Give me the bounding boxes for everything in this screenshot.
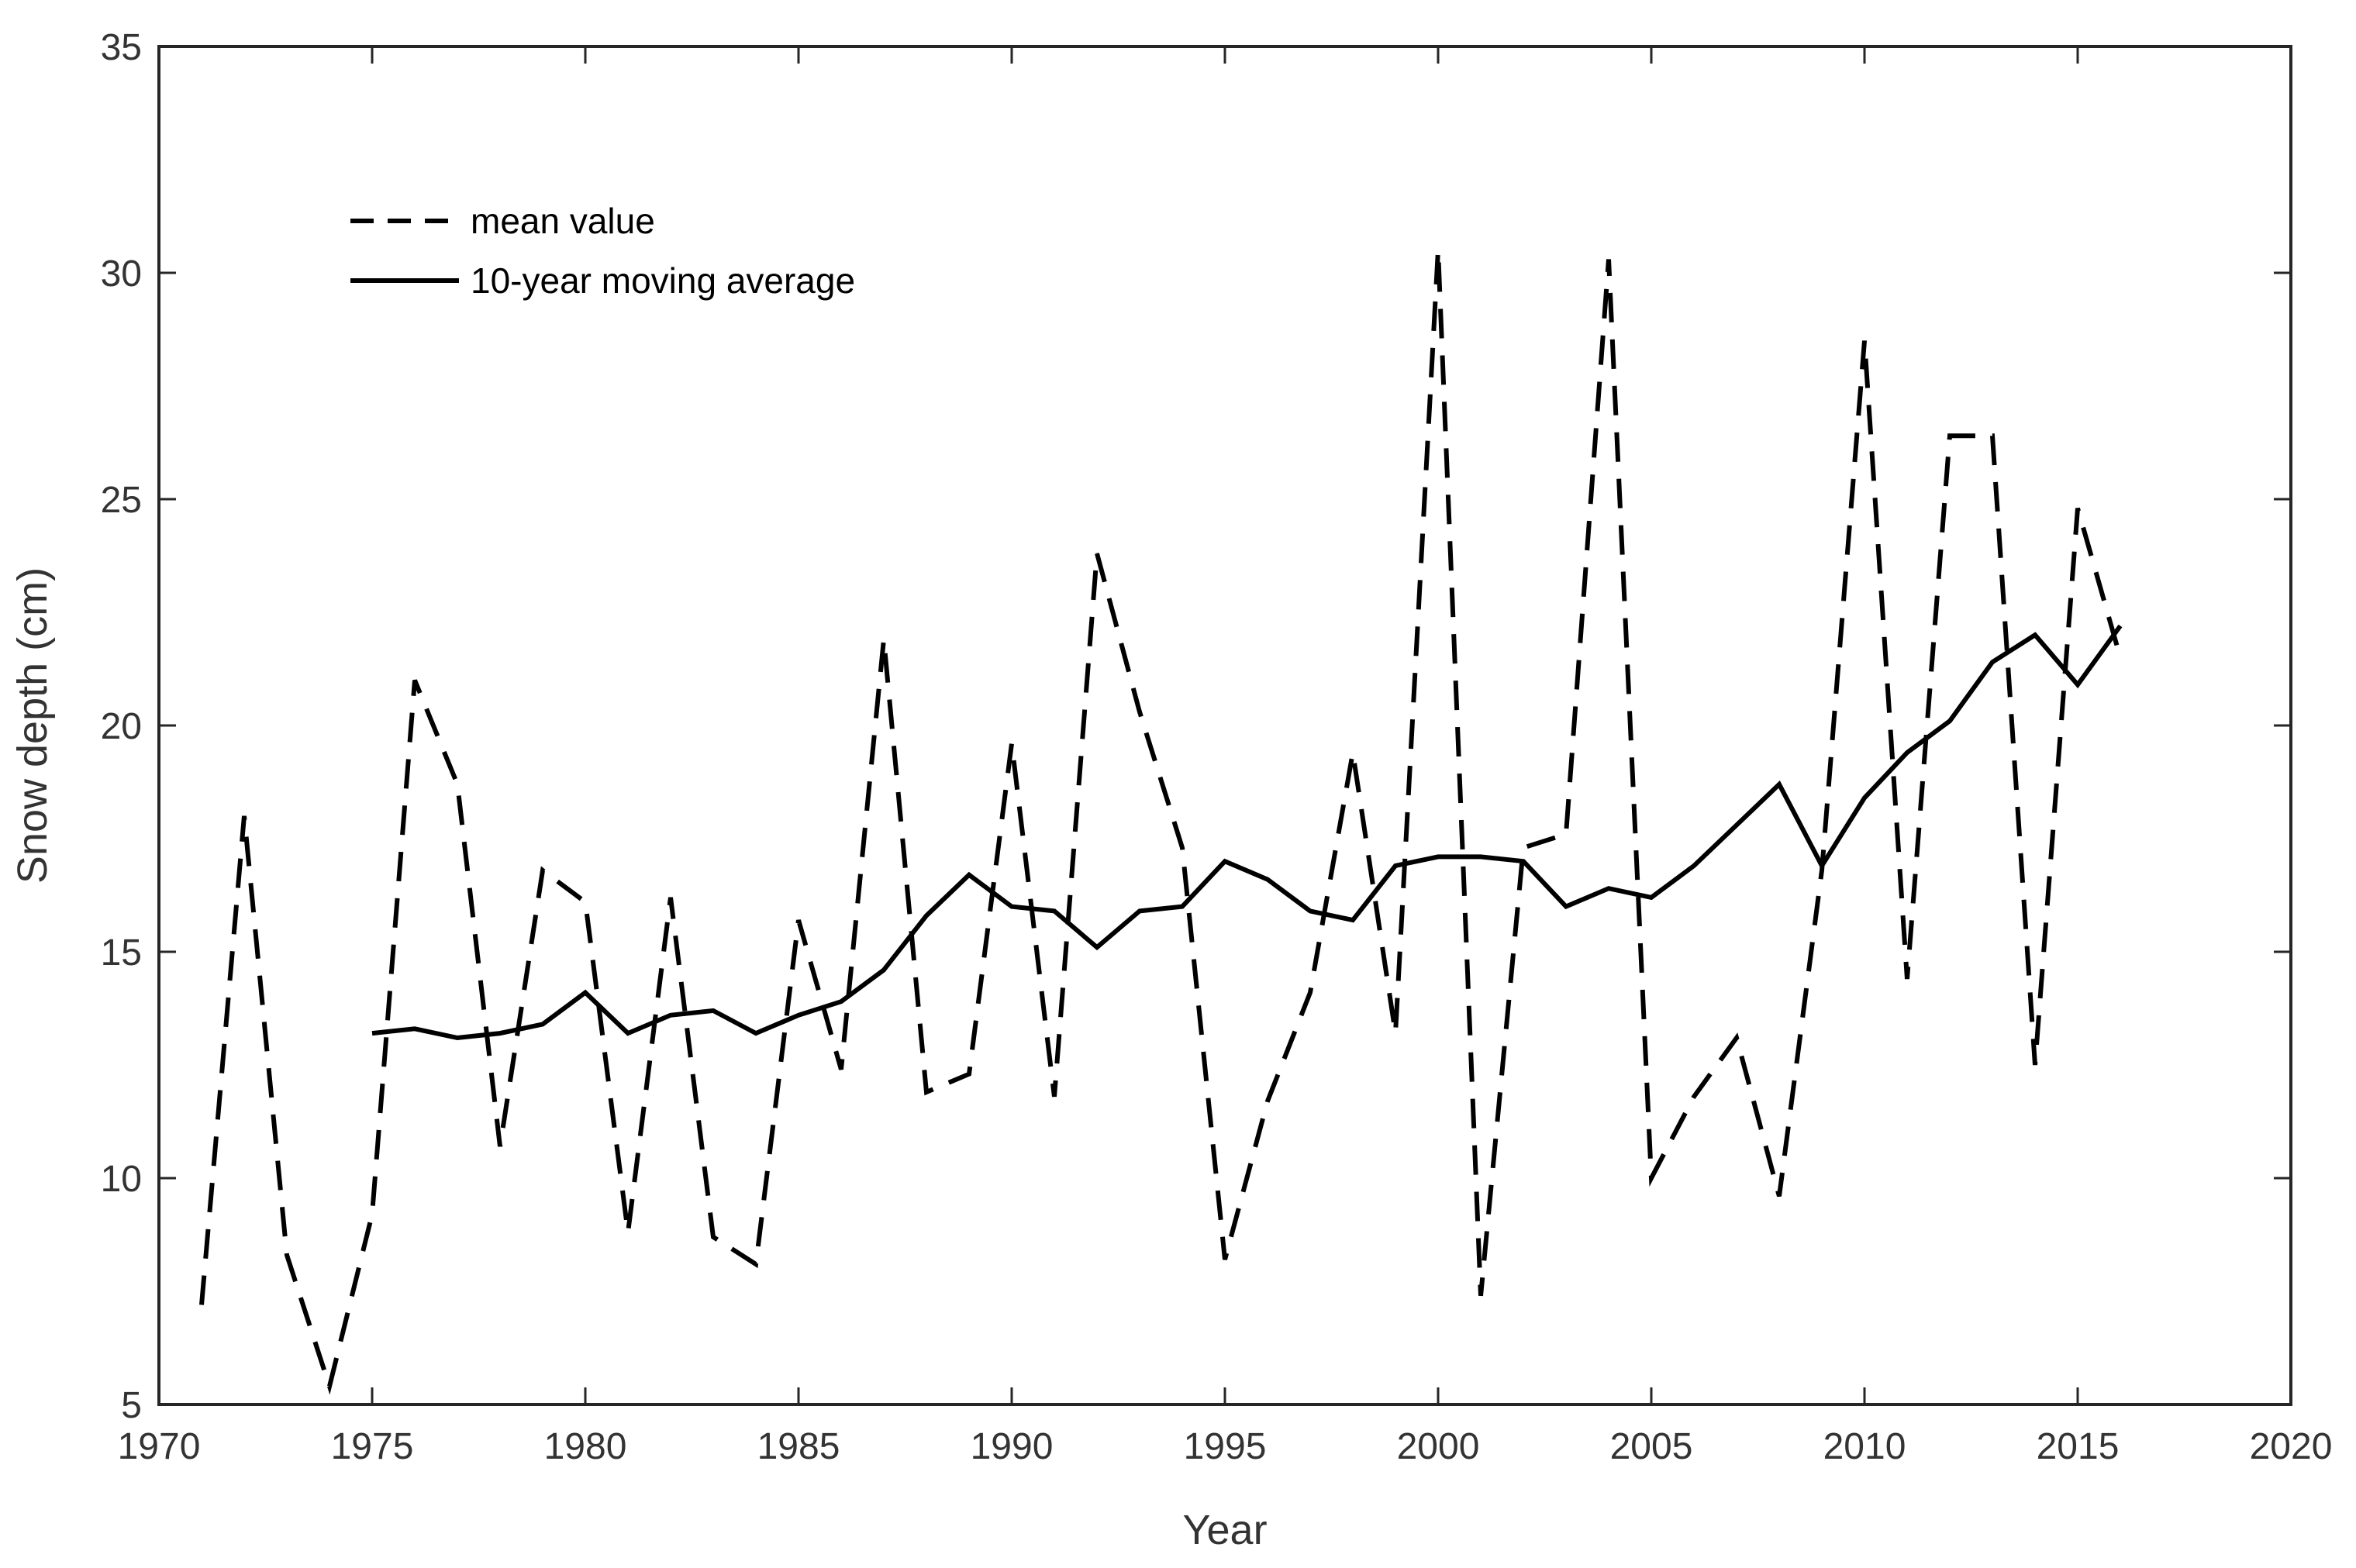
y-tick-label-25: 25 [101,480,142,521]
x-tick-label-2000: 2000 [1397,1426,1480,1467]
legend-label-moving-average: 10-year moving average [471,260,855,301]
legend: mean value 10-year moving average [350,201,855,301]
x-tick-label-2010: 2010 [1823,1426,1906,1467]
x-tick-label-2020: 2020 [2250,1426,2333,1467]
y-axis: 5 10 15 20 25 30 35 [101,27,2291,1426]
series-moving-average-line [371,624,2123,1041]
legend-label-mean-value: mean value [471,201,655,241]
y-tick-label-20: 20 [101,706,142,747]
x-axis-title: Year [1182,1507,1267,1553]
x-tick-label-1990: 1990 [971,1426,1054,1467]
x-tick-label-2005: 2005 [1610,1426,1693,1467]
series-layer [199,250,2123,1395]
y-tick-label-10: 10 [101,1159,142,1200]
x-tick-label-1975: 1975 [331,1426,414,1467]
x-axis: 1970 1975 1980 1985 1990 1995 2000 2005 2010 2015… [118,47,2333,1467]
y-axis-title: Snow depth (cm) [9,567,56,884]
y-tick-label-5: 5 [121,1385,142,1426]
x-tick-label-1985: 1985 [757,1426,840,1467]
x-tick-label-1970: 1970 [118,1426,201,1467]
series-mean-value-line [199,250,2123,1395]
y-tick-label-35: 35 [101,27,142,68]
x-tick-label-1980: 1980 [544,1426,627,1467]
x-tick-label-2015: 2015 [2037,1426,2120,1467]
y-tick-label-15: 15 [101,932,142,974]
y-tick-label-30: 30 [101,253,142,295]
x-tick-label-1995: 1995 [1184,1426,1267,1467]
